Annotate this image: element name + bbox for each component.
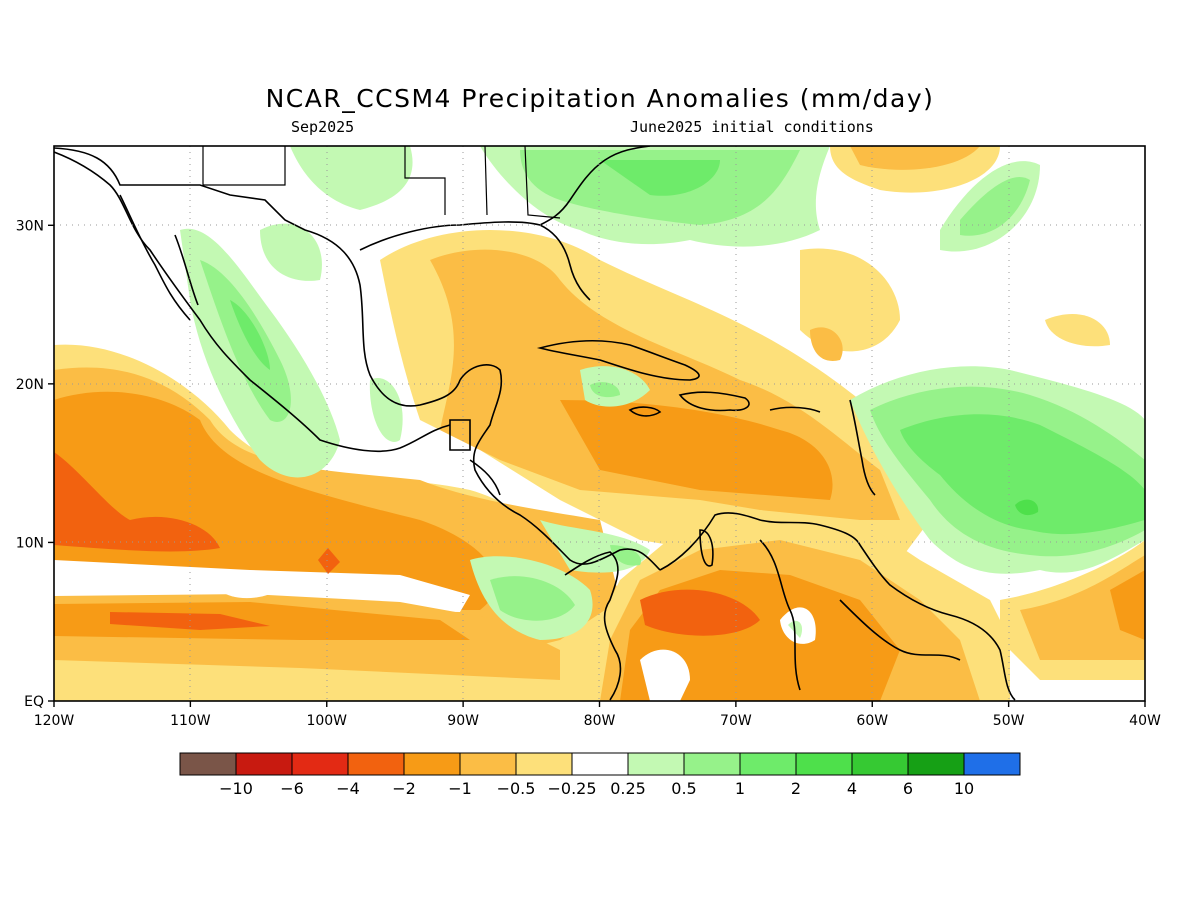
colorbar-swatch <box>459 752 517 776</box>
colorbar-label: −6 <box>280 779 304 798</box>
x-tick-label: 80W <box>584 713 616 729</box>
colorbar-label: −0.25 <box>547 779 596 798</box>
y-tick-label: 30N <box>16 218 44 234</box>
colorbar-label: −10 <box>219 779 253 798</box>
state-borders <box>202 145 561 219</box>
x-tick-label: 60W <box>856 713 888 729</box>
colorbar-swatch <box>291 752 349 776</box>
colorbar-swatch <box>963 752 1021 776</box>
colorbar-swatch <box>627 752 685 776</box>
colorbar-swatch <box>403 752 461 776</box>
colorbar-label: 2 <box>791 779 801 798</box>
colorbar-swatch <box>515 752 573 776</box>
x-tick-label: 70W <box>720 713 752 729</box>
colorbar-swatch <box>907 752 965 776</box>
colorbar-label: 4 <box>847 779 857 798</box>
colorbar: −10 −6 −4 −2 −1 −0.5 −0.25 0.25 0.5 1 2 4 6 10 <box>179 752 1021 798</box>
x-tick-label: 110W <box>170 713 211 729</box>
colorbar-label: −1 <box>448 779 472 798</box>
forecast-month: Sep2025 <box>291 118 355 136</box>
colorbar-swatch <box>683 752 741 776</box>
colorbar-swatch <box>179 752 237 776</box>
y-tick-label: EQ <box>24 694 44 710</box>
x-tick-label: 50W <box>993 713 1025 729</box>
colorbar-label: −0.5 <box>497 779 536 798</box>
colorbar-swatch <box>851 752 909 776</box>
x-tick-label: 90W <box>447 713 479 729</box>
colorbar-label: −4 <box>336 779 360 798</box>
x-tick-label: 120W <box>34 713 75 729</box>
precipitation-field <box>54 146 1145 701</box>
colorbar-label: −2 <box>392 779 416 798</box>
y-tick-label: 20N <box>16 377 44 393</box>
initial-conditions-label: June2025 initial conditions <box>630 118 874 136</box>
grid-lines <box>54 146 1145 701</box>
colorbar-swatch <box>795 752 853 776</box>
x-tick-label: 40W <box>1129 713 1161 729</box>
colorbar-label: 1 <box>735 779 745 798</box>
x-tick-label: 100W <box>306 713 347 729</box>
colorbar-swatch <box>347 752 405 776</box>
colorbar-label: 0.5 <box>671 779 696 798</box>
colorbar-swatch <box>739 752 797 776</box>
map-title: NCAR_CCSM4 Precipitation Anomalies (mm/d… <box>265 84 935 113</box>
colorbar-label: 0.25 <box>610 779 646 798</box>
coastlines <box>54 146 1016 701</box>
colorbar-swatch <box>571 752 629 776</box>
y-axis: EQ 10N 20N 30N <box>16 218 54 710</box>
colorbar-swatch <box>235 752 293 776</box>
colorbar-label: 10 <box>954 779 974 798</box>
y-tick-label: 10N <box>16 535 44 551</box>
colorbar-label: 6 <box>903 779 913 798</box>
x-axis: 120W 110W 100W 90W 80W 70W 60W 50W 40W <box>34 701 1161 729</box>
